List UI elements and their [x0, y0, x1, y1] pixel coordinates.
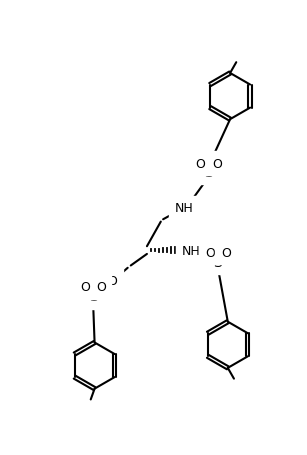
- Text: NH: NH: [174, 202, 193, 215]
- Text: O: O: [80, 281, 90, 293]
- Text: O: O: [205, 246, 215, 259]
- Text: S: S: [204, 165, 213, 179]
- Text: O: O: [107, 275, 117, 288]
- Text: NH: NH: [182, 244, 200, 257]
- Text: S: S: [89, 290, 97, 303]
- Text: O: O: [212, 157, 222, 171]
- Text: O: O: [96, 281, 106, 293]
- Text: O: O: [221, 246, 231, 259]
- Text: O: O: [196, 157, 205, 171]
- Text: S: S: [213, 255, 222, 269]
